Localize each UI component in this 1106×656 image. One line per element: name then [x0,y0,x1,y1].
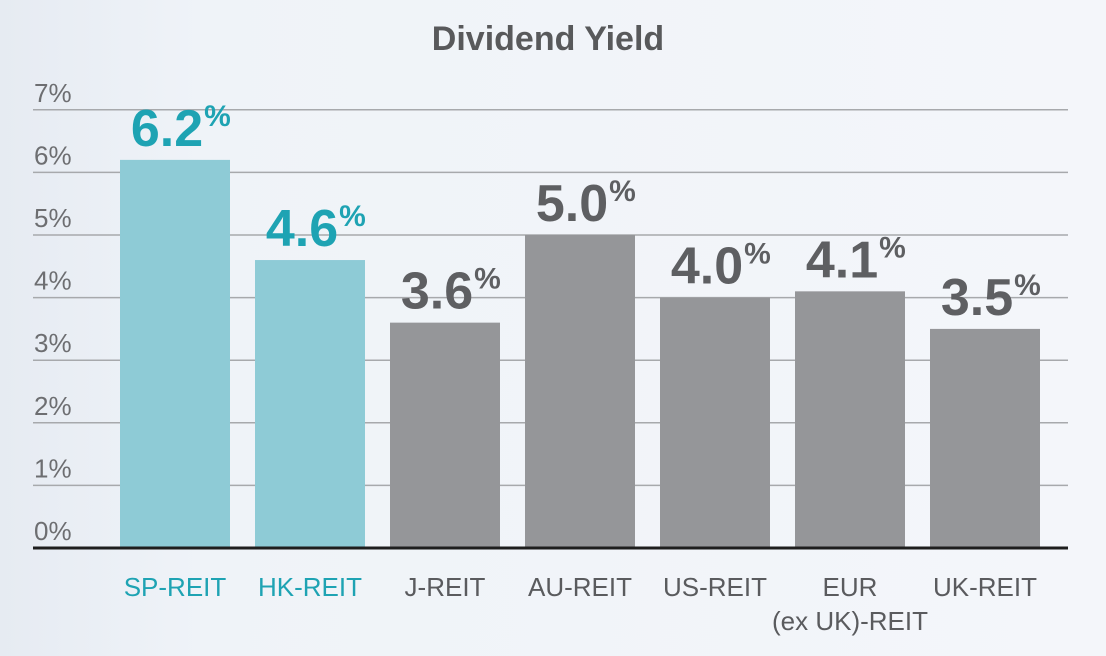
category-label: US-REIT [663,572,767,602]
data-label: 4.6% [266,200,366,258]
data-label: 5.0% [536,175,636,233]
data-label-value: 4.6 [266,200,338,258]
y-tick-label: 0% [34,516,72,546]
bar-au-reit [525,235,635,548]
bars [120,159,1040,548]
data-label-value: 3.6 [401,263,473,321]
data-label-value: 4.0 [671,238,743,296]
y-tick-label: 6% [34,140,72,170]
data-label-percent-sign: % [609,175,636,208]
data-label-value: 3.5 [941,269,1013,327]
data-label-percent-sign: % [1014,269,1041,302]
category-label: UK-REIT [933,572,1037,602]
data-label: 3.6% [401,263,501,321]
category-label: HK-REIT [258,572,362,602]
y-tick-label: 7% [34,78,72,108]
data-label-value: 4.1 [806,231,878,289]
bar-sp-reit [120,159,230,548]
category-label: EUR [823,572,878,602]
data-label-value: 6.2 [131,100,203,158]
category-label: J-REIT [405,572,486,602]
data-label-percent-sign: % [744,238,771,271]
category-label: (ex UK)-REIT [772,606,928,636]
category-label: SP-REIT [124,572,227,602]
data-label: 4.1% [806,231,906,289]
data-label: 4.0% [671,238,771,296]
y-tick-label: 1% [34,453,72,483]
data-label-percent-sign: % [204,100,231,133]
data-label-value: 5.0 [536,175,608,233]
chart-title: Dividend Yield [432,20,664,58]
bar-us-reit [660,297,770,548]
data-label-percent-sign: % [474,263,501,296]
data-label-percent-sign: % [339,200,366,233]
bar-uk-reit [930,328,1040,548]
y-tick-label: 3% [34,328,72,358]
x-axis-category-labels: SP-REIT HK-REIT J-REIT AU-REIT US-REIT EUR (ex… [124,572,1037,636]
y-tick-label: 4% [34,266,72,296]
bar-eur-ex-uk-reit [795,291,905,548]
bar-j-reit [390,322,500,548]
data-label: 3.5% [941,269,1041,327]
data-label: 6.2% [131,100,231,158]
y-tick-label: 5% [34,203,72,233]
y-axis-ticks: 0% 1% 2% 3% 4% 5% 6% 7% [34,78,72,546]
y-tick-label: 2% [34,391,72,421]
category-label: AU-REIT [528,572,632,602]
data-label-percent-sign: % [879,231,906,264]
data-labels: 6.2 %4.6 %3.6 %5.0 %4.0% 4.1 %3.5% [131,100,1041,327]
bar-hk-reit [255,260,365,548]
